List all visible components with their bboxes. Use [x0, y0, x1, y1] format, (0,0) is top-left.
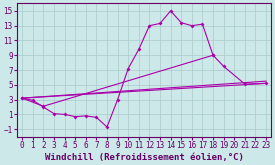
- X-axis label: Windchill (Refroidissement éolien,°C): Windchill (Refroidissement éolien,°C): [45, 152, 244, 162]
